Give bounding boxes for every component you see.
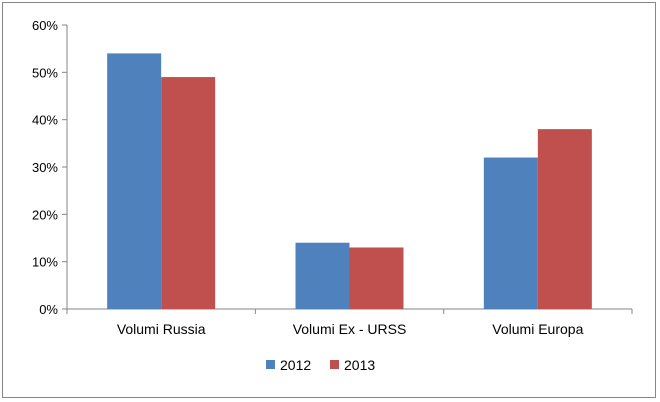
legend-label: 2012 [280,357,311,373]
chart-legend: 2012 2013 [266,357,375,373]
chart-bars [107,53,592,310]
bar-2013-3 [537,129,592,309]
y-tick-label: 60% [32,18,58,33]
y-tick-label: 10% [32,255,58,270]
bar-2012-3 [483,157,538,309]
y-tick-label: 0% [39,302,58,317]
legend-swatch-2012 [266,360,275,369]
bar-2012-1 [107,53,162,310]
x-category-label: Volumi Europa [492,321,583,337]
legend-label: 2013 [344,357,375,373]
x-category-label: Volumi Russia [117,321,206,337]
bar-2013-1 [161,77,216,309]
y-tick-label: 50% [32,65,58,80]
y-tick-label: 20% [32,207,58,222]
bar-2012-2 [295,242,350,309]
y-tick-label: 30% [32,160,58,175]
x-category-label: Volumi Ex - URSS [293,321,407,337]
legend-swatch-2013 [330,360,339,369]
y-tick-label: 40% [32,113,58,128]
bar-2013-2 [349,247,404,309]
